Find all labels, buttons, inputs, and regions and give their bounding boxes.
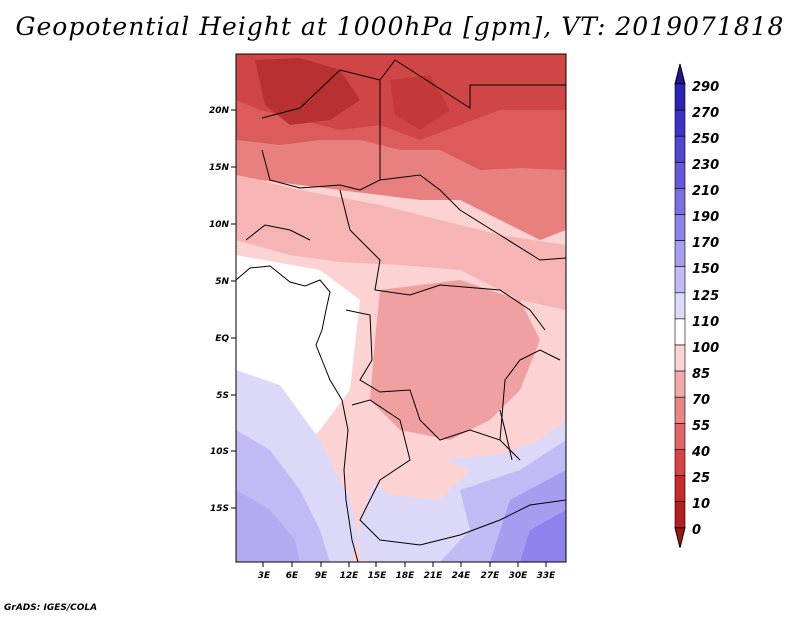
lon-label: 33E	[537, 571, 557, 581]
colorbar-label: 150	[692, 262, 719, 277]
lon-label: 12E	[340, 571, 360, 581]
grads-credit: GrADS: IGES/COLA	[4, 603, 98, 613]
lon-label: 9E	[315, 571, 328, 581]
colorbar-swatch	[674, 135, 686, 163]
colorbar-swatch	[674, 162, 686, 189]
colorbar-label: 100	[692, 341, 719, 356]
lon-label: 21E	[424, 571, 444, 581]
colorbar-swatch	[674, 83, 686, 111]
lat-label: 15N	[209, 163, 230, 173]
colorbar-label: 190	[692, 210, 719, 225]
colorbar-swatch	[674, 344, 686, 372]
lon-label: 6E	[286, 571, 299, 581]
colorbar-swatch	[674, 318, 686, 346]
colorbar-swatch	[674, 188, 686, 215]
colorbar	[674, 63, 686, 548]
lon-label: 27E	[481, 571, 501, 581]
lat-label: 10S	[210, 447, 229, 457]
colorbar-label: 55	[692, 419, 710, 434]
colorbar-label: 0	[692, 523, 701, 538]
colorbar-label: 70	[692, 393, 710, 408]
colorbar-swatch	[674, 370, 686, 398]
colorbar-label: 25	[692, 471, 710, 486]
colorbar-swatch	[674, 501, 686, 529]
lon-label: 15E	[368, 571, 388, 581]
colorbar-label: 125	[692, 289, 719, 304]
colorbar-swatch	[674, 109, 686, 137]
lat-label: 10N	[209, 220, 230, 230]
colorbar-swatch	[674, 475, 686, 502]
map-title: Geopotential Height at 1000hPa [gpm], VT…	[15, 12, 785, 41]
lat-label: 5S	[216, 391, 229, 401]
lon-label: 3E	[258, 571, 271, 581]
colorbar-bottom-arrow	[674, 527, 686, 548]
colorbar-label: 10	[692, 497, 710, 512]
lat-label: 20N	[209, 106, 230, 116]
map-frame	[235, 53, 567, 563]
colorbar-label: 110	[692, 315, 719, 330]
colorbar-label: 85	[692, 367, 710, 382]
colorbar-label: 170	[692, 236, 719, 251]
colorbar-swatch	[674, 266, 686, 294]
colorbar-label: 40	[691, 445, 710, 460]
colorbar-swatch	[674, 422, 686, 450]
colorbar-labels: 290 270 250 230 210 190 170 150 125 110 …	[691, 80, 719, 538]
lon-label: 18E	[396, 571, 416, 581]
colorbar-label: 250	[692, 132, 719, 147]
colorbar-label: 290	[692, 80, 719, 95]
lat-label: 5N	[215, 277, 229, 287]
colorbar-swatch	[674, 240, 686, 268]
lat-label: EQ	[215, 334, 229, 344]
height-field	[236, 54, 566, 562]
colorbar-swatch	[674, 449, 686, 476]
colorbar-swatch	[674, 214, 686, 241]
colorbar-label: 270	[692, 106, 719, 121]
colorbar-swatch	[674, 396, 686, 424]
lat-label: 15S	[210, 504, 229, 514]
colorbar-label: 230	[692, 158, 719, 173]
colorbar-swatch	[674, 292, 686, 320]
colorbar-top-arrow	[674, 63, 686, 85]
colorbar-label: 210	[692, 184, 719, 199]
lon-label: 24E	[452, 571, 472, 581]
lon-label: 30E	[509, 571, 529, 581]
